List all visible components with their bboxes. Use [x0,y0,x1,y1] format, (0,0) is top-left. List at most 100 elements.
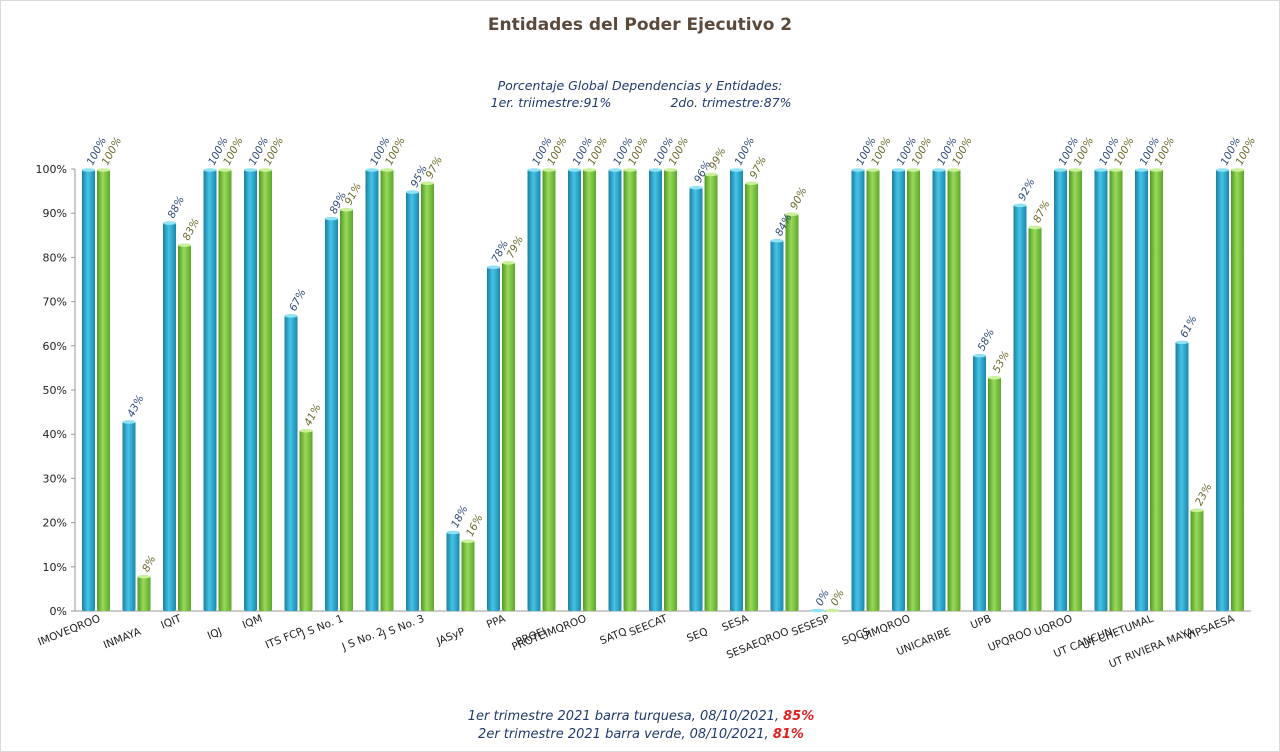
y-tick-label: 0% [50,605,67,618]
bar-q1-27 [1175,341,1189,611]
bar-q2-23 [1028,226,1042,611]
category-label: SESA [720,612,751,634]
bar-top-cap [1150,168,1163,172]
category-label: JASyP [434,626,467,648]
y-tick-label: 80% [43,251,67,264]
bar-q1-3 [203,169,217,611]
footer-line2-value: 81% [773,727,804,742]
category-label: SEECAT [627,612,669,638]
bar-top-cap [730,168,743,172]
data-label-q2-9: 16% [464,512,486,538]
bar-top-cap [299,428,313,433]
bar-top-cap [1094,168,1108,172]
data-label-q2-18: 0% [829,588,847,608]
bar-q1-4 [244,169,257,611]
category-label: J S No. 1 [299,613,345,641]
bar-q2-14 [664,169,677,611]
y-tick-label: 90% [43,207,67,220]
bar-top-cap [1216,168,1229,172]
bar-q2-7 [380,169,394,611]
bar-q1-5 [284,314,298,611]
bar-top-cap [284,314,298,318]
bar-q2-13 [623,169,637,611]
bar-top-cap [406,190,419,194]
data-label-q2-6: 91% [343,181,365,207]
bar-top-cap [745,181,758,186]
footer-line2: 2er trimestre 2021 barra verde, 08/10/20… [478,727,804,742]
bar-top-cap [583,168,596,172]
bar-q2-11 [542,169,556,611]
bar-q2-4 [259,169,272,611]
bar-q2-15 [704,173,718,612]
bar-q2-10 [502,261,515,611]
category-label: UPB [969,613,993,632]
y-tick-label: 20% [43,517,67,530]
data-label-q2-15: 99% [707,146,729,172]
bar-q1-10 [487,266,500,611]
bar-top-cap [785,212,799,216]
bar-top-cap [1028,225,1042,230]
bar-top-cap [527,168,541,172]
footer-line2-text: 2er trimestre 2021 barra verde, 08/10/20… [478,727,773,742]
bar-top-cap [446,530,460,535]
bar-top-cap [811,608,824,613]
bar-q1-9 [446,531,460,611]
bar-q1-12 [568,169,581,611]
bar-q2-21 [947,169,961,611]
bar-q2-19 [866,169,880,611]
bar-q1-16 [730,169,743,611]
bar-q1-23 [1013,204,1027,612]
bar-top-cap [421,181,434,186]
bar-top-cap [623,168,637,172]
bar-top-cap [973,353,986,358]
bar-top-cap [1135,168,1148,172]
data-label-q1-2: 88% [166,194,188,220]
category-label: SESESP [790,613,831,639]
bar-top-cap [137,574,151,579]
y-tick-label: 100% [36,163,67,176]
bar-q2-28 [1231,169,1244,611]
bar-top-cap [218,168,232,172]
data-label-q2-16: 97% [748,154,770,180]
bar-q1-13 [608,169,622,611]
category-label: INMAYA [102,625,144,651]
category-label: UIMQROO [859,613,912,644]
category-label: SESAEQROO [725,626,791,662]
bar-top-cap [1190,508,1204,513]
category-label: ITS FCP [264,626,305,652]
bar-q2-0 [97,169,110,611]
bar-q2-1 [137,575,151,611]
category-label: UNICARIBE [895,626,953,659]
data-label-q1-18: 0% [814,588,832,608]
bar-top-cap [689,185,703,190]
bar-top-cap [122,420,136,424]
chart-subtitle-q2: 2do. trimestre:87% [670,95,791,110]
bar-top-cap [770,238,784,243]
y-tick-label: 30% [43,472,67,485]
footer-line1-value: 85% [783,709,814,724]
bar-q1-25 [1094,169,1108,611]
bar-q2-17 [785,213,799,611]
bar-top-cap [340,207,353,212]
bar-q2-5 [299,429,313,611]
data-label-q1-23: 92% [1016,177,1038,203]
bar-q2-9 [461,540,475,611]
category-label: IQJ [206,626,224,643]
data-label-q2-8: 97% [424,154,446,180]
bar-q1-24 [1054,169,1067,611]
category-label: UQROO [1033,613,1074,639]
category-label: IQM [241,613,264,632]
bar-q2-20 [907,169,920,611]
bar-top-cap [649,168,662,172]
bar-q1-19 [851,169,865,611]
bar-q1-20 [892,169,905,611]
category-label: J S No. 2 [340,626,386,654]
y-tick-label: 70% [43,296,67,309]
data-label-q2-17: 90% [788,185,810,211]
bar-q2-2 [178,244,191,611]
y-tick-label: 10% [43,561,67,574]
bar-top-cap [203,168,217,172]
bar-q1-14 [649,169,662,611]
bar-top-cap [826,608,839,613]
